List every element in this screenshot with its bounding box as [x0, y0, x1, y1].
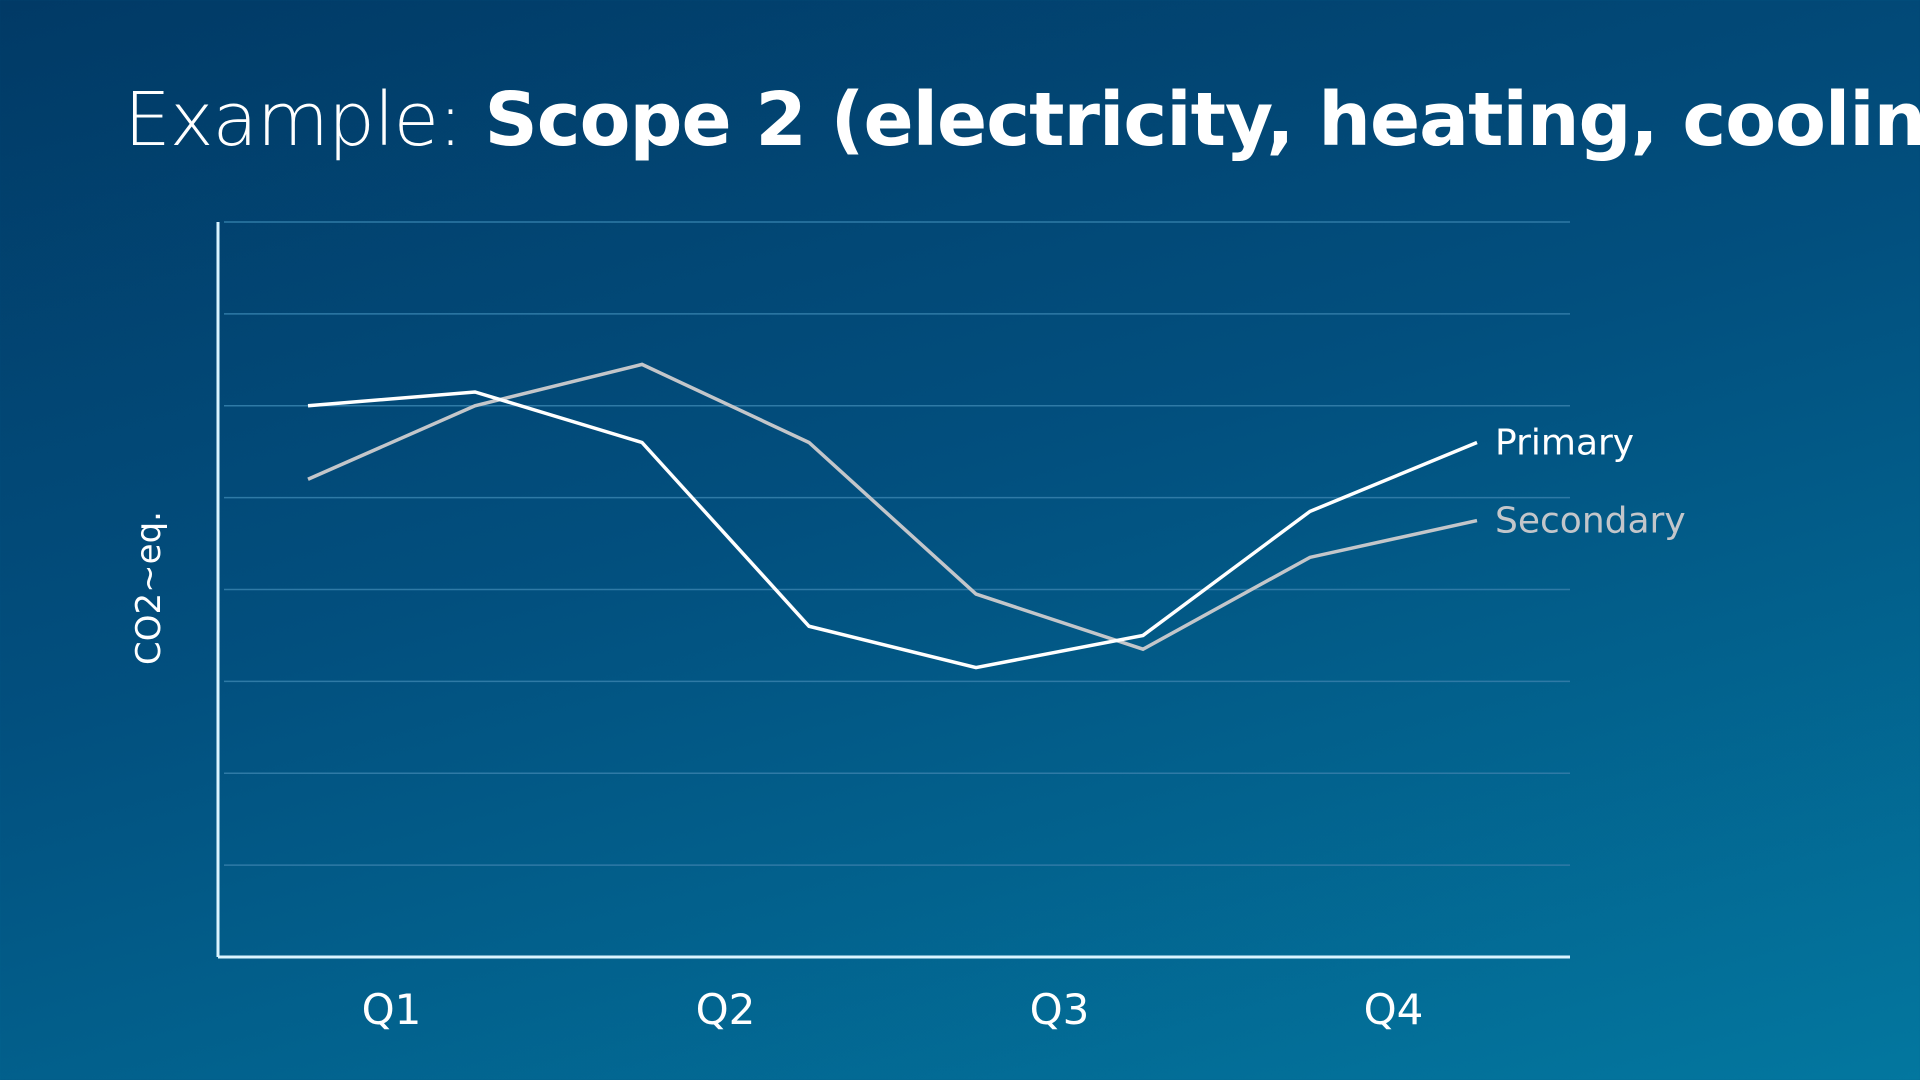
- slide-title: Example: Scope 2 (electricity, heating, …: [124, 70, 1920, 170]
- series-line-primary: [307, 390, 1478, 670]
- title-prefix: Example:: [124, 77, 485, 163]
- x-tick-labels: Q1 Q2 Q3 Q4: [362, 985, 1424, 1034]
- x-tick-label-q1: Q1: [362, 985, 422, 1034]
- title-main: Scope 2 (electricity, heating, cooling): [484, 77, 1920, 163]
- x-tick-label-q4: Q4: [1364, 985, 1424, 1034]
- x-tick-label-q3: Q3: [1030, 985, 1090, 1034]
- series-label-secondary: Secondary: [1495, 501, 1686, 542]
- series-lines: [307, 362, 1478, 670]
- y-axis-title: CO2~eq.: [129, 511, 169, 665]
- gridlines: [224, 221, 1570, 866]
- series-labels: Primary Secondary: [1495, 423, 1686, 542]
- series-line-secondary: [307, 362, 1478, 652]
- x-tick-label-q2: Q2: [696, 985, 756, 1034]
- series-label-primary: Primary: [1495, 423, 1634, 464]
